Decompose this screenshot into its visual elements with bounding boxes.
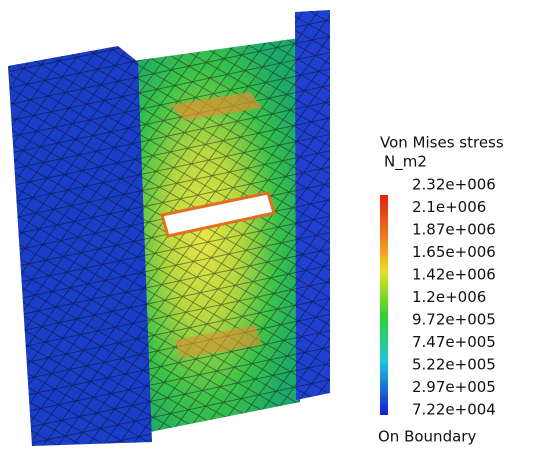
legend-label: 1.65e+006 xyxy=(412,243,496,261)
color-bar xyxy=(380,195,388,415)
legend-label: 5.22e+005 xyxy=(412,356,496,374)
mesh xyxy=(8,46,152,446)
legend-label: 2.32e+006 xyxy=(412,176,496,194)
legend-title: Von Mises stress xyxy=(380,134,504,152)
legend-footer: On Boundary xyxy=(378,428,476,446)
mesh xyxy=(295,10,330,400)
legend-label: 7.22e+004 xyxy=(412,401,496,419)
legend-label: 1.42e+006 xyxy=(412,266,496,284)
legend-label: 2.1e+006 xyxy=(412,198,486,216)
legend-label: 1.2e+006 xyxy=(412,288,486,306)
model-view xyxy=(8,10,330,446)
screenshot: Von Mises stress N_m2 2.32e+006 2.1e+006 1… xyxy=(0,0,544,450)
legend: Von Mises stress N_m2 2.32e+006 2.1e+006 1… xyxy=(378,134,504,446)
legend-unit: N_m2 xyxy=(384,153,427,172)
legend-label: 9.72e+005 xyxy=(412,311,496,329)
legend-label: 2.97e+005 xyxy=(412,378,496,396)
mesh xyxy=(125,38,300,432)
legend-label: 1.87e+006 xyxy=(412,221,496,239)
legend-labels: 2.32e+006 2.1e+006 1.87e+006 1.65e+006 1.42e… xyxy=(412,176,496,419)
legend-label: 7.47e+005 xyxy=(412,333,496,351)
